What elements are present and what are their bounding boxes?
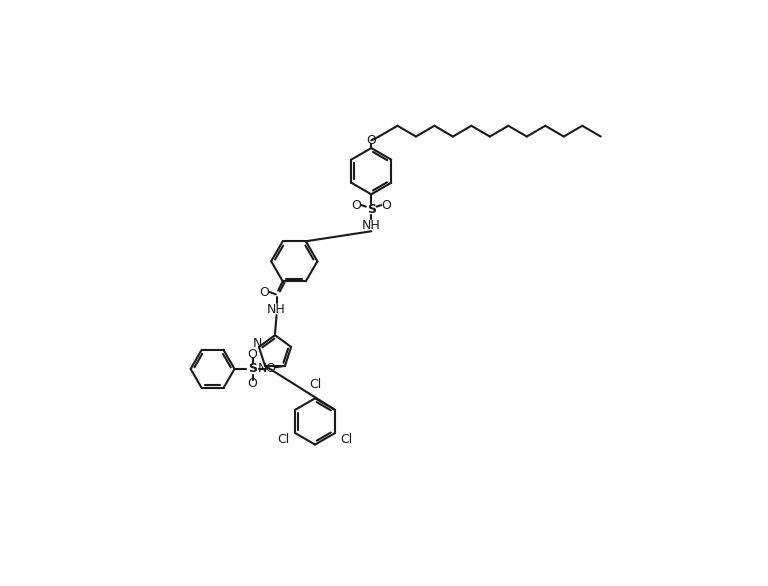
Text: O: O bbox=[260, 285, 269, 298]
Text: O: O bbox=[352, 199, 362, 212]
Text: S: S bbox=[248, 362, 257, 376]
Text: O: O bbox=[266, 362, 275, 376]
Text: N: N bbox=[253, 338, 262, 350]
Text: O: O bbox=[248, 377, 257, 390]
Text: Cl: Cl bbox=[341, 433, 353, 446]
Text: NH: NH bbox=[267, 302, 286, 315]
Text: Cl: Cl bbox=[277, 433, 290, 446]
Text: O: O bbox=[366, 134, 376, 146]
Text: O: O bbox=[381, 199, 391, 212]
Text: NH: NH bbox=[362, 219, 381, 231]
Text: N: N bbox=[258, 362, 267, 374]
Text: O: O bbox=[248, 348, 257, 361]
Text: Cl: Cl bbox=[309, 379, 321, 391]
Text: S: S bbox=[367, 203, 376, 216]
